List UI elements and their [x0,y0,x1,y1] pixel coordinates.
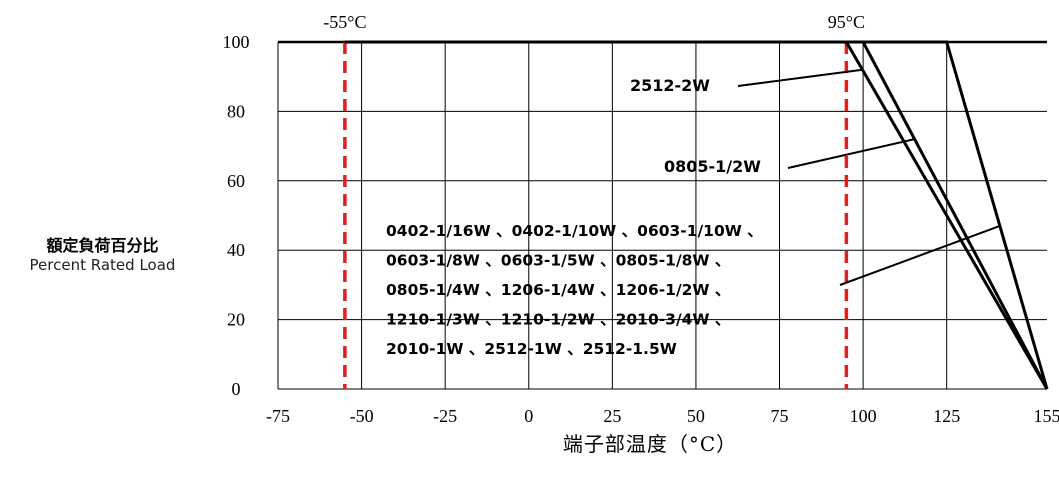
marker-label-1: 95°C [828,12,865,32]
annotation-group-line-4: 2010-1W 、2512-1W 、2512-1.5W [386,340,677,358]
x-tick--75: -75 [266,406,290,426]
x-tick-50: 50 [687,406,705,426]
leader-line-1 [787,138,915,169]
y-tick-60: 60 [227,171,245,191]
x-axis-label: 端子部温度（°C） [562,432,738,456]
y-tick-0: 0 [232,379,241,399]
y-axis-label-en: Percent Rated Load [29,256,176,274]
y-tick-80: 80 [227,101,245,121]
annotation-group-line-3: 1210-1/3W 、1210-1/2W 、2010-3/4W 、 [386,311,730,329]
temperature-markers: -55°C 95°C [323,12,865,389]
series-line-2 [344,40,1049,390]
annotations: 2512-2W 0805-1/2W 0402-1/16W 、0402-1/10W 、… [386,76,763,358]
y-tick-100: 100 [223,32,250,52]
annotation-2512-2w: 2512-2W [630,76,710,95]
annotation-group-line-0: 0402-1/16W 、0402-1/10W 、0603-1/10W 、 [386,222,763,240]
leader-line-2 [839,224,1001,286]
x-tick--50: -50 [350,406,374,426]
annotation-leaders [737,68,1001,286]
leader-line-0 [737,68,863,87]
y-tick-20: 20 [227,310,245,330]
x-tick-0: 0 [524,406,533,426]
x-tick-25: 25 [603,406,621,426]
derating-curves [344,40,1049,390]
annotation-0805-1-2w: 0805-1/2W [664,157,761,176]
x-tick-100: 100 [850,406,877,426]
marker-label-0: -55°C [323,12,366,32]
annotation-group-line-1: 0603-1/8W 、0603-1/5W 、0805-1/8W 、 [386,252,730,270]
x-tick-155: 155 [1034,406,1059,426]
y-tick-40: 40 [227,240,245,260]
y-axis-label-cn: 額定負荷百分比 [46,236,159,255]
annotation-group-line-2: 0805-1/4W 、1206-1/4W 、1206-1/2W 、 [386,281,730,299]
x-tick-125: 125 [933,406,960,426]
tick-labels: 100 80 60 40 20 0 -75 -50 -25 0 25 50 75 100 125 155 [223,32,1059,426]
x-tick-75: 75 [771,406,789,426]
x-tick--25: -25 [433,406,457,426]
